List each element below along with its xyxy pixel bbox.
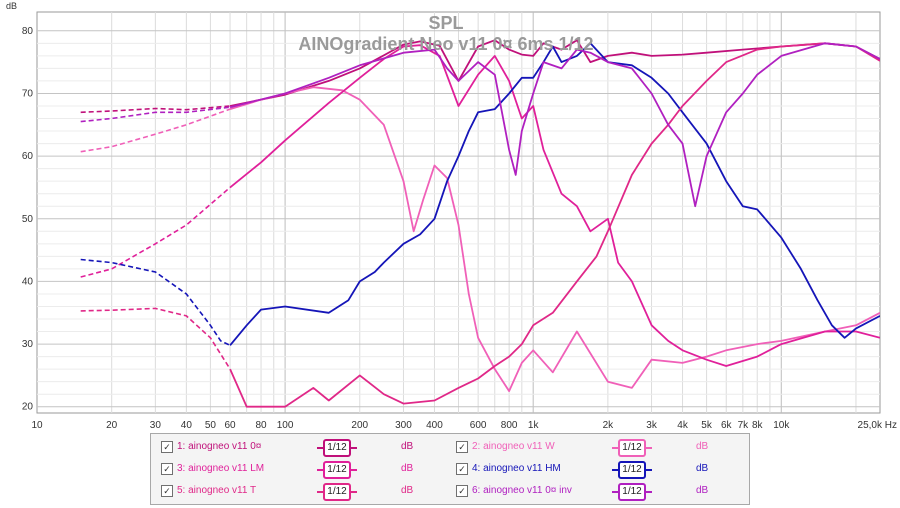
series-1-line — [229, 39, 880, 107]
series-2-dashed-line — [80, 108, 231, 153]
legend-smoothing-button[interactable]: 1/12 — [317, 483, 357, 501]
x-tick-label: 40 — [181, 420, 193, 430]
y-tick-label: 80 — [22, 26, 34, 37]
series-6-dashed-line — [80, 106, 231, 123]
chart-series — [80, 39, 880, 408]
legend-checkbox[interactable]: ✓ — [161, 441, 173, 453]
chart-title: SPL — [428, 13, 463, 33]
legend-label: 6: ainogneo v11 0¤ inv — [472, 485, 572, 496]
spl-chart: 20 30 40 50 60 70 80 10 20 30 40 50 60 80 100 200 300 400… — [6, 1, 897, 430]
x-tick-label: 60 — [224, 420, 236, 430]
legend-checkbox[interactable]: ✓ — [161, 485, 173, 497]
legend-smoothing-button[interactable]: 1/12 — [612, 439, 652, 457]
series-2-line — [229, 86, 880, 392]
legend-smoothing-button[interactable]: 1/12 — [317, 461, 357, 479]
chart-subtitle: AINOgradient Neo v11 0¤ 6ms 1/12 — [298, 34, 593, 54]
x-tick-label: 6k — [721, 420, 733, 430]
x-tick-label: 5k — [701, 420, 713, 430]
y-tick-label: 20 — [22, 402, 34, 413]
x-tick-label: 800 — [501, 420, 518, 430]
legend-unit: dB — [696, 485, 709, 496]
chart-grid — [36, 11, 881, 414]
legend-label: 3: ainogneo v11 LM — [177, 463, 265, 474]
y-tick-label: 60 — [22, 151, 34, 162]
y-tick-label: 50 — [22, 214, 34, 225]
x-tick-label: 600 — [470, 420, 487, 430]
series-5-dashed-line — [80, 307, 231, 370]
legend-item-3: ✓ 3: ainogneo v11 LM 1/12 dB — [161, 460, 451, 479]
legend-label: 2: ainogneo v11 W — [472, 441, 555, 452]
legend-smoothing-button[interactable]: 1/12 — [612, 461, 652, 479]
series-3-dashed-line — [80, 186, 231, 278]
legend-checkbox[interactable]: ✓ — [456, 441, 468, 453]
legend-panel: ✓ 1: ainogneo v11 0¤ 1/12 dB ✓ 2: ainogneo v1… — [150, 433, 750, 505]
series-5-line — [229, 42, 880, 408]
y-tick-label: 30 — [22, 339, 34, 350]
y-axis-unit-label: dB — [6, 1, 17, 11]
series-6-line — [229, 42, 880, 208]
x-tick-label: 8k — [752, 420, 764, 430]
x-tick-label: 1k — [528, 420, 540, 430]
x-tick-label: 3k — [646, 420, 658, 430]
x-tick-label: 200 — [351, 420, 368, 430]
x-tick-label: 10k — [773, 420, 790, 430]
legend-item-2: ✓ 2: ainogneo v11 W 1/12 dB — [456, 438, 746, 457]
legend-checkbox[interactable]: ✓ — [161, 463, 173, 475]
chart-axes: 20 30 40 50 60 70 80 10 20 30 40 50 60 80 100 200 300 400… — [22, 26, 897, 430]
x-tick-label: 2k — [603, 420, 615, 430]
legend-item-6: ✓ 6: ainogneo v11 0¤ inv 1/12 dB — [456, 482, 746, 501]
y-tick-label: 40 — [22, 276, 34, 287]
legend-smoothing-button[interactable]: 1/12 — [317, 439, 357, 457]
legend-smoothing-button[interactable]: 1/12 — [612, 483, 652, 501]
series-4-dashed-line — [80, 258, 231, 347]
legend-unit: dB — [401, 463, 414, 474]
x-tick-label: 25,0k Hz — [858, 420, 897, 430]
legend-label: 4: ainogneo v11 HM — [472, 463, 561, 474]
x-tick-label: 80 — [255, 420, 267, 430]
x-tick-label: 10 — [31, 420, 43, 430]
x-tick-label: 7k — [738, 420, 750, 430]
legend-label: 1: ainogneo v11 0¤ — [177, 441, 262, 452]
x-tick-label: 100 — [277, 420, 294, 430]
legend-checkbox[interactable]: ✓ — [456, 463, 468, 475]
y-tick-label: 70 — [22, 88, 34, 99]
legend-label: 5: ainogneo v11 T — [177, 485, 257, 496]
legend-unit: dB — [401, 441, 414, 452]
legend-unit: dB — [401, 485, 414, 496]
legend-item-5: ✓ 5: ainogneo v11 T 1/12 dB — [161, 482, 451, 501]
legend-checkbox[interactable]: ✓ — [456, 485, 468, 497]
x-tick-label: 300 — [395, 420, 412, 430]
series-1-dashed-line — [80, 105, 231, 114]
legend-item-1: ✓ 1: ainogneo v11 0¤ 1/12 dB — [161, 438, 451, 457]
legend-item-4: ✓ 4: ainogneo v11 HM 1/12 dB — [456, 460, 746, 479]
x-tick-label: 400 — [426, 420, 443, 430]
x-tick-label: 4k — [677, 420, 689, 430]
x-tick-label: 30 — [150, 420, 162, 430]
legend-unit: dB — [696, 441, 709, 452]
legend-unit: dB — [696, 463, 709, 474]
x-tick-label: 20 — [106, 420, 118, 430]
x-tick-label: 50 — [205, 420, 217, 430]
